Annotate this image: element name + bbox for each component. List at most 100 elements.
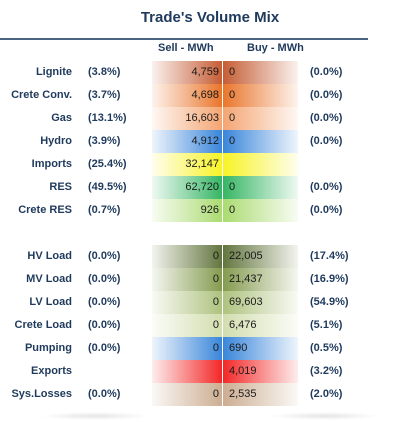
buy-value-cell: 6,476: [223, 314, 298, 337]
row-label: LV Load: [29, 296, 72, 308]
table-row-crete-res: Crete RES (0.7%) 926 0 (0.0%): [0, 199, 420, 222]
sell-value-cell: 0: [152, 291, 222, 314]
row-label: Gas: [51, 112, 72, 124]
sell-value: 62,720: [185, 181, 219, 193]
sell-value-cell: 32,147: [152, 153, 222, 176]
sell-value-cell: [152, 360, 222, 383]
row-label: Exports: [31, 365, 72, 377]
table-row-pumping: Pumping (0.0%) 0 690 (0.5%): [0, 337, 420, 360]
buy-percentage: (0.0%): [310, 66, 343, 78]
buy-value-cell: [223, 153, 298, 176]
buy-value-cell: 0: [223, 130, 298, 153]
table-row-mv-load: MV Load (0.0%) 0 21,437 (16.9%): [0, 268, 420, 291]
sell-value: 32,147: [185, 158, 219, 170]
buy-percentage: (17.4%): [310, 250, 349, 262]
buy-value: 0: [229, 66, 236, 78]
sell-value: 0: [212, 342, 219, 354]
table-row-crete-load: Crete Load (0.0%) 0 6,476 (5.1%): [0, 314, 420, 337]
row-label: Hydro: [40, 135, 72, 147]
buy-percentage: (0.0%): [310, 181, 343, 193]
row-label: Crete RES: [18, 204, 72, 216]
sell-percentage: (13.1%): [88, 112, 127, 124]
sell-value: 16,603: [185, 112, 219, 124]
sell-value: 0: [212, 250, 219, 262]
buy-value: 21,437: [229, 273, 263, 285]
sell-value: 926: [200, 204, 219, 216]
sell-percentage: (0.0%): [88, 342, 121, 354]
sell-value-cell: 62,720: [152, 176, 222, 199]
buy-value-cell: 0: [223, 199, 298, 222]
buy-value-cell: 0: [223, 84, 298, 107]
buy-value-cell: 69,603: [223, 291, 298, 314]
row-label: MV Load: [26, 273, 72, 285]
buy-percentage: (3.2%): [310, 365, 343, 377]
buy-value: 69,603: [229, 296, 263, 308]
buy-percentage: (0.0%): [310, 204, 343, 216]
buy-value: 22,005: [229, 250, 263, 262]
buy-percentage: (2.0%): [310, 388, 343, 400]
row-label: Crete Load: [14, 319, 72, 331]
buy-percentage: (0.5%): [310, 342, 343, 354]
sell-value-cell: 0: [152, 314, 222, 337]
sell-value-cell: 4,912: [152, 130, 222, 153]
sell-percentage: (0.7%): [88, 204, 121, 216]
table-row-hydro: Hydro (3.9%) 4,912 0 (0.0%): [0, 130, 420, 153]
sell-percentage: (49.5%): [88, 181, 127, 193]
sell-percentage: (0.0%): [88, 273, 121, 285]
buy-value-cell: 22,005: [223, 245, 298, 268]
buy-value-cell: 690: [223, 337, 298, 360]
table-row-crete-conv: Crete Conv. (3.7%) 4,698 0 (0.0%): [0, 84, 420, 107]
buy-value-cell: 2,535: [223, 383, 298, 406]
sell-value-cell: 926: [152, 199, 222, 222]
buy-percentage: (0.0%): [310, 135, 343, 147]
buy-value: 0: [229, 181, 236, 193]
buy-column-header: Buy - MWh: [247, 42, 304, 54]
sell-value: 0: [212, 273, 219, 285]
table-row-gas: Gas (13.1%) 16,603 0 (0.0%): [0, 107, 420, 130]
row-label: Crete Conv.: [11, 89, 72, 101]
sell-value-cell: 0: [152, 337, 222, 360]
footer-shadow-left: [40, 412, 150, 420]
buy-value-cell: 0: [223, 107, 298, 130]
buy-value: 2,535: [229, 388, 257, 400]
buy-percentage: (5.1%): [310, 319, 343, 331]
table-row-lv-load: LV Load (0.0%) 0 69,603 (54.9%): [0, 291, 420, 314]
buy-value-cell: 0: [223, 176, 298, 199]
buy-value: 690: [229, 342, 248, 354]
sell-percentage: (0.0%): [88, 388, 121, 400]
sell-percentage: (3.8%): [88, 66, 121, 78]
buy-value: 0: [229, 112, 236, 124]
buy-value-cell: 0: [223, 61, 298, 84]
buy-percentage: (0.0%): [310, 112, 343, 124]
buy-value: 4,019: [229, 365, 257, 377]
buy-percentage: (16.9%): [310, 273, 349, 285]
sell-value-cell: 0: [152, 383, 222, 406]
buy-value: 6,476: [229, 319, 257, 331]
sell-percentage: (0.0%): [88, 319, 121, 331]
row-label: HV Load: [27, 250, 72, 262]
sell-percentage: (25.4%): [88, 158, 127, 170]
buy-value: 0: [229, 135, 236, 147]
page-title: Trade's Volume Mix: [140, 9, 280, 26]
table-row-lignite: Lignite (3.8%) 4,759 0 (0.0%): [0, 61, 420, 84]
table-row-exports: Exports 4,019 (3.2%): [0, 360, 420, 383]
sell-percentage: (0.0%): [88, 250, 121, 262]
sell-percentage: (3.9%): [88, 135, 121, 147]
row-label: Pumping: [24, 342, 72, 354]
table-row-sys-losses: Sys.Losses (0.0%) 0 2,535 (2.0%): [0, 383, 420, 406]
table-row-res: RES (49.5%) 62,720 0 (0.0%): [0, 176, 420, 199]
sell-percentage: (0.0%): [88, 296, 121, 308]
sell-percentage: (3.7%): [88, 89, 121, 101]
buy-percentage: (0.0%): [310, 89, 343, 101]
row-label: Sys.Losses: [11, 388, 72, 400]
buy-value-cell: 21,437: [223, 268, 298, 291]
sell-value-cell: 16,603: [152, 107, 222, 130]
sell-value-cell: 4,759: [152, 61, 222, 84]
table-row-hv-load: HV Load (0.0%) 0 22,005 (17.4%): [0, 245, 420, 268]
buy-value: 0: [229, 89, 236, 101]
sell-value: 0: [212, 388, 219, 400]
sell-value: 4,912: [191, 135, 219, 147]
sell-value-cell: 0: [152, 268, 222, 291]
sell-value: 0: [212, 296, 219, 308]
row-label: Lignite: [35, 66, 72, 78]
